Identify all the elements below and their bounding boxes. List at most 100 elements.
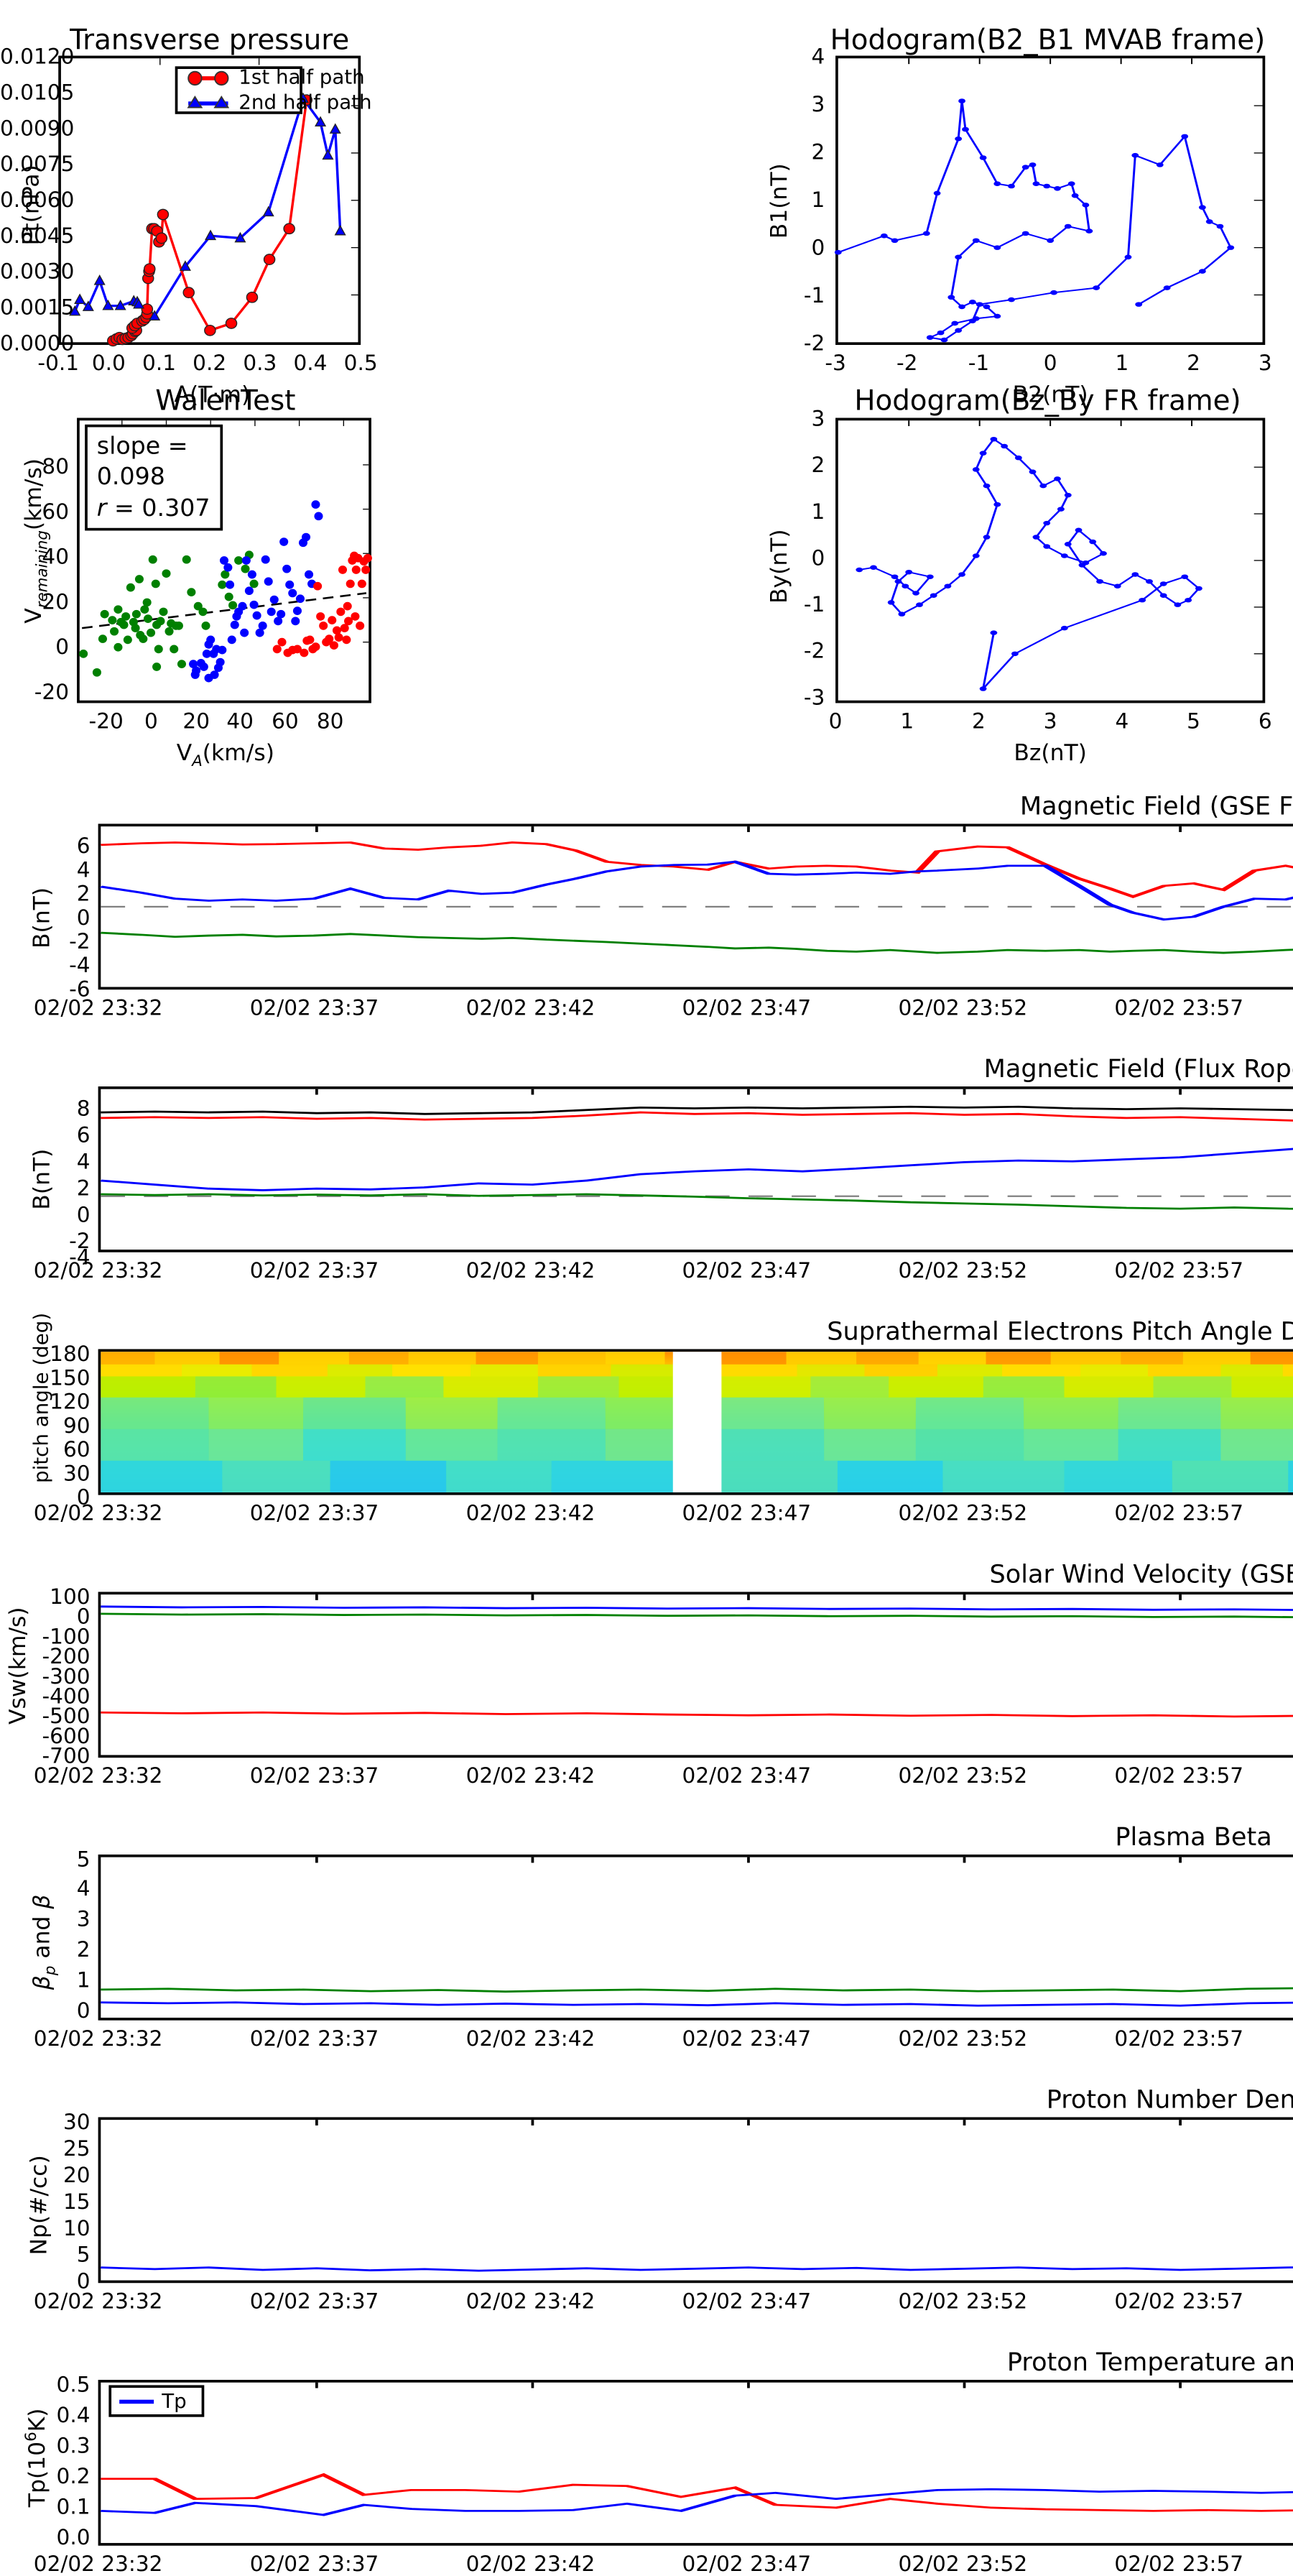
ytick: -20 bbox=[34, 679, 69, 705]
hodogram-b2-b1-plot bbox=[834, 58, 1263, 343]
ytick: 5 bbox=[76, 1846, 91, 1872]
ytick: -400 bbox=[42, 1683, 91, 1709]
xtick: 02/02 23:37 bbox=[249, 994, 379, 1020]
yaxis-label: B(nT) bbox=[29, 1148, 56, 1210]
xtick: 02/02 23:32 bbox=[33, 2026, 163, 2051]
ytick: 40 bbox=[42, 543, 69, 569]
panel-title: Hodogram(Bz_By FR frame) bbox=[854, 384, 1241, 417]
ytick: -2 bbox=[803, 330, 825, 356]
yaxis-label: B(nT) bbox=[29, 887, 56, 948]
plot-area bbox=[98, 1086, 1293, 1252]
pitch-angle-spectrogram bbox=[101, 1352, 1293, 1492]
xtick: 02/02 23:57 bbox=[1114, 2551, 1244, 2576]
yaxis-label: By(nT) bbox=[766, 529, 793, 604]
xtick: 2 bbox=[1187, 350, 1200, 376]
xtick: 1 bbox=[900, 708, 914, 734]
xtick: 02/02 23:42 bbox=[465, 2026, 595, 2051]
ytick: -700 bbox=[42, 1742, 91, 1768]
legend-row-1st-half: 1st half path bbox=[185, 65, 365, 91]
ytick: 5 bbox=[76, 2242, 91, 2268]
yaxis-label: Vremaining(km/s) bbox=[21, 458, 51, 624]
ytick: 2 bbox=[76, 1175, 91, 1201]
xtick: 02/02 23:42 bbox=[465, 994, 595, 1020]
proton-temperature-plot bbox=[100, 2382, 1293, 2516]
xtick: 02/02 23:42 bbox=[465, 2551, 595, 2576]
panel-title: WalenTest bbox=[155, 384, 296, 417]
transverse-pressure-plot bbox=[69, 58, 358, 347]
ytick: 1 bbox=[811, 499, 825, 525]
ytick: 0 bbox=[55, 634, 69, 660]
ytick: 0.0090 bbox=[0, 115, 75, 141]
magnetic-field-gse-plot bbox=[99, 826, 1293, 954]
xtick: 02/02 23:37 bbox=[249, 2288, 379, 2314]
xtick: 5 bbox=[1187, 708, 1200, 734]
ytick: 3 bbox=[76, 1906, 91, 1931]
xtick: 60 bbox=[272, 708, 299, 734]
ytick: 2 bbox=[811, 139, 825, 165]
ytick: 90 bbox=[62, 1413, 91, 1439]
xtick: 0.3 bbox=[243, 350, 277, 376]
xtick: 02/02 23:47 bbox=[682, 2288, 812, 2314]
ytick: 4 bbox=[76, 857, 91, 882]
solar-wind-velocity-plot bbox=[101, 1594, 1293, 1718]
xtick: 0.0 bbox=[91, 350, 126, 376]
panel-title: Proton Number Density bbox=[1046, 2085, 1293, 2115]
xtick: 02/02 23:42 bbox=[465, 1763, 595, 1788]
xtick: 02/02 23:37 bbox=[249, 1257, 379, 1283]
ytick: 2 bbox=[76, 1936, 91, 1962]
ytick: -2 bbox=[803, 638, 825, 664]
yaxis-label: B1(nT) bbox=[766, 163, 793, 239]
ytick: 120 bbox=[50, 1388, 91, 1414]
ytick: 2 bbox=[811, 452, 825, 478]
ytick: 150 bbox=[50, 1365, 91, 1390]
ytick: 60 bbox=[42, 499, 69, 525]
plot-area bbox=[98, 2380, 1293, 2546]
xtick: 02/02 23:52 bbox=[898, 1500, 1028, 1526]
yaxis-label: Tp(106K) bbox=[21, 2408, 52, 2508]
xaxis-label: A(T·m) bbox=[174, 382, 251, 409]
ytick: 100 bbox=[50, 1584, 91, 1610]
ytick: -3 bbox=[803, 684, 825, 710]
xtick: 02/02 23:57 bbox=[1114, 2026, 1244, 2051]
xaxis-label: VA(km/s) bbox=[176, 740, 274, 770]
xtick: -20 bbox=[88, 708, 124, 734]
ytick: 0 bbox=[76, 1201, 91, 1227]
xaxis-label: B2(nT) bbox=[1012, 382, 1088, 409]
line-swatch-icon bbox=[119, 2399, 154, 2404]
xtick: 02/02 23:57 bbox=[1114, 994, 1244, 1020]
ytick: 0 bbox=[76, 1998, 91, 2023]
xtick: 2 bbox=[972, 708, 986, 734]
xtick: 0 bbox=[1043, 350, 1057, 376]
ytick: -1 bbox=[803, 282, 825, 308]
ytick: 0.0075 bbox=[0, 151, 75, 177]
panel-title: Transverse pressure bbox=[70, 24, 350, 56]
panel-title: Solar Wind Velocity (GSE Frame) bbox=[989, 1560, 1293, 1589]
ytick: 4 bbox=[76, 1875, 91, 1901]
ytick: -1 bbox=[803, 591, 825, 617]
panel-title: Magnetic Field (Flux Rope Frame) bbox=[983, 1054, 1293, 1084]
xtick: 02/02 23:42 bbox=[465, 1500, 595, 1526]
panel-title: Plasma Beta bbox=[1115, 1822, 1272, 1852]
ytick: 0 bbox=[811, 234, 825, 260]
ytick: 0 bbox=[811, 545, 825, 571]
ytick: 0.0105 bbox=[0, 79, 75, 105]
xtick: 02/02 23:32 bbox=[33, 1257, 163, 1283]
ytick: -100 bbox=[42, 1623, 91, 1649]
xtick: 02/02 23:47 bbox=[682, 1500, 812, 1526]
ytick: 3 bbox=[811, 91, 825, 117]
ytick: 60 bbox=[62, 1436, 91, 1462]
xtick: 02/02 23:52 bbox=[898, 2026, 1028, 2051]
xtick: -0.1 bbox=[37, 350, 80, 376]
xtick: -2 bbox=[896, 350, 918, 376]
ytick: 6 bbox=[76, 1122, 91, 1148]
xaxis-label: Bz(nT) bbox=[1014, 740, 1087, 767]
ytick: 0.0060 bbox=[0, 187, 75, 213]
xtick: 02/02 23:57 bbox=[1114, 1257, 1244, 1283]
ytick: -4 bbox=[69, 952, 91, 978]
ytick: 3 bbox=[811, 405, 825, 431]
ytick: 0.0045 bbox=[0, 223, 75, 249]
xtick: 0.4 bbox=[293, 350, 328, 376]
legend-label: 1st half path bbox=[238, 65, 365, 90]
ytick: 80 bbox=[42, 453, 69, 479]
panel-title: Hodogram(B2_B1 MVAB frame) bbox=[830, 24, 1266, 56]
